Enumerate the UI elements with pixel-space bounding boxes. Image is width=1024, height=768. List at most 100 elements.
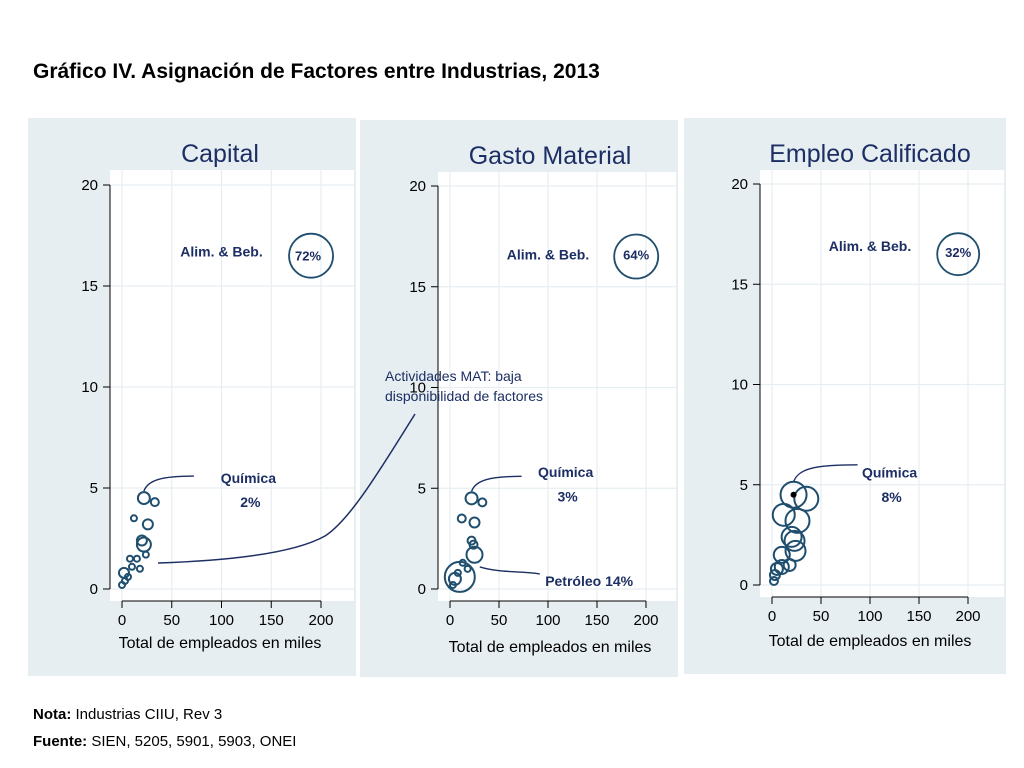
data-point <box>141 518 154 531</box>
highlight-dot <box>790 491 797 498</box>
annotation-label: Alim. & Beb. <box>507 247 589 263</box>
data-point <box>772 545 791 564</box>
y-tick-label: 10 <box>409 380 426 397</box>
x-tick-label: 150 <box>259 612 284 629</box>
chart-panel-capital: 0 5 10 15 20 0 50 100 150 200 Capital Total de empl… <box>28 118 356 676</box>
annotation-label: Petróleo 14% <box>545 573 633 589</box>
y-tick-label: 20 <box>81 177 98 194</box>
data-point <box>448 580 457 589</box>
annotation-label: 64% <box>623 248 649 263</box>
y-tick-label: 10 <box>81 379 98 396</box>
x-tick-label: 150 <box>906 608 931 625</box>
y-tick-label: 15 <box>731 276 748 293</box>
data-point <box>135 534 148 547</box>
y-tick-label: 0 <box>90 581 98 598</box>
data-point <box>768 568 781 581</box>
annotation-label: 2% <box>240 494 261 510</box>
x-axis-label: Total de empleados en miles <box>449 639 652 656</box>
page-title: Gráfico IV. Asignación de Factores entre… <box>33 60 600 83</box>
annotation-label: Química <box>862 465 917 481</box>
data-point <box>468 539 479 550</box>
data-point <box>456 513 467 524</box>
petroleo-leader-line <box>479 566 540 575</box>
data-point <box>129 514 138 523</box>
data-point <box>127 562 136 571</box>
annotation-label: Alim. & Beb. <box>180 244 262 260</box>
annotation-label: 32% <box>945 245 971 260</box>
x-tick-label: 200 <box>308 612 333 629</box>
chart-title: Gasto Material <box>469 142 632 170</box>
data-point <box>288 232 334 279</box>
x-tick-label: 50 <box>163 612 180 629</box>
y-tick-label: 10 <box>731 377 748 394</box>
data-point <box>613 233 660 280</box>
x-tick-label: 100 <box>535 612 560 629</box>
source-line: Fuente: SIEN, 5205, 5901, 5903, ONEI <box>33 733 296 750</box>
y-tick-label: 5 <box>90 480 98 497</box>
y-tick-label: 15 <box>409 279 426 296</box>
annotation-label: 72% <box>295 249 321 264</box>
data-point <box>136 491 151 506</box>
chart-panel-gasto-material: 0 5 10 15 20 0 50 100 150 200 Gasto Material Total … <box>360 120 678 677</box>
y-tick-label: 5 <box>418 480 426 497</box>
annotation-label: 3% <box>557 488 578 504</box>
y-tick-label: 15 <box>81 278 98 295</box>
source-text: SIEN, 5205, 5901, 5903, ONEI <box>87 733 297 750</box>
x-axis-label: Total de empleados en miles <box>119 635 322 652</box>
chart-title: Capital <box>181 140 259 168</box>
note-label: Nota: <box>33 706 72 723</box>
data-point <box>135 564 144 573</box>
y-tick-label: 20 <box>409 178 426 195</box>
data-point <box>771 502 796 527</box>
data-point <box>768 575 779 586</box>
note-text: Industrias CIIU, Rev 3 <box>71 706 223 723</box>
data-point <box>782 557 797 572</box>
data-point <box>141 550 150 559</box>
data-point <box>118 580 126 589</box>
note-line: Nota: Industrias CIIU, Rev 3 <box>33 706 222 723</box>
data-point <box>936 232 981 277</box>
x-tick-label: 0 <box>118 612 126 629</box>
chart-panel-empleo-calificado: 0 5 10 15 20 0 50 100 150 200 Empleo Calificado Tot… <box>684 118 1006 674</box>
x-axis-label: Total de empleados en miles <box>769 633 972 650</box>
data-point <box>783 529 806 552</box>
source-label: Fuente: <box>33 733 88 750</box>
data-point <box>784 507 811 534</box>
quimica-leader-line <box>792 464 858 483</box>
data-point <box>465 545 484 564</box>
x-tick-label: 100 <box>209 612 234 629</box>
data-point <box>780 525 803 548</box>
annotation-label: Alim. & Beb. <box>829 238 911 254</box>
x-tick-label: 200 <box>633 612 658 629</box>
data-point <box>463 564 472 573</box>
data-point <box>769 561 784 576</box>
x-tick-label: 0 <box>768 608 776 625</box>
y-tick-label: 0 <box>740 577 748 594</box>
data-point <box>132 554 141 563</box>
annotation-label: Química <box>221 470 276 486</box>
annotation-label: Química <box>538 464 593 480</box>
data-point <box>793 485 820 512</box>
data-point <box>477 497 488 508</box>
x-tick-label: 200 <box>955 608 980 625</box>
plot-area <box>760 170 1004 597</box>
x-tick-label: 50 <box>813 608 830 625</box>
y-tick-label: 5 <box>740 477 748 494</box>
data-point <box>784 539 807 562</box>
y-tick-label: 20 <box>731 176 748 193</box>
x-tick-label: 150 <box>584 612 609 629</box>
annotation-label: 8% <box>881 489 902 505</box>
quimica-leader-line <box>470 475 522 492</box>
plot-area <box>438 172 676 601</box>
data-point <box>443 560 476 593</box>
data-point <box>468 516 481 529</box>
x-tick-label: 50 <box>491 612 508 629</box>
x-tick-label: 100 <box>857 608 882 625</box>
chart-title: Empleo Calificado <box>769 140 971 168</box>
x-tick-label: 0 <box>446 612 454 629</box>
data-point <box>447 571 462 586</box>
y-tick-label: 0 <box>418 581 426 598</box>
